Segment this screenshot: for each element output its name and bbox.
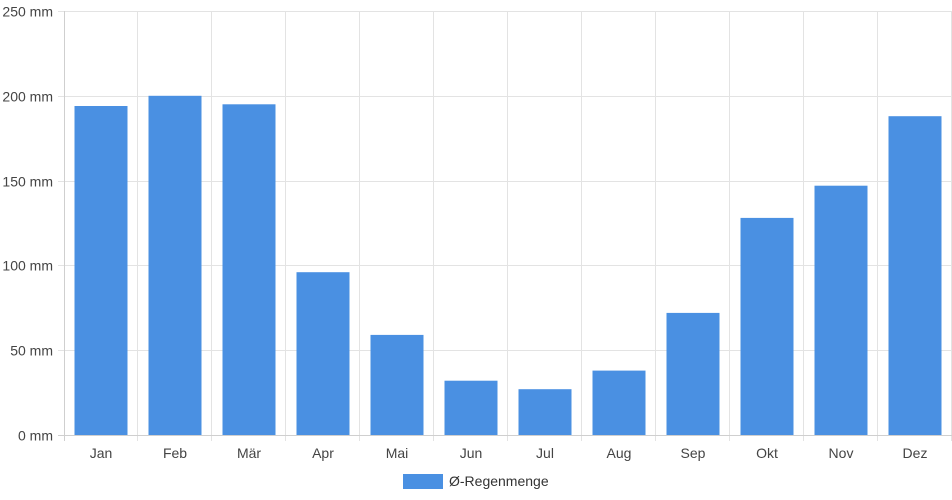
y-tick-label: 150 mm bbox=[2, 174, 53, 190]
bar-nov[interactable] bbox=[814, 185, 868, 435]
bar-apr[interactable] bbox=[296, 272, 350, 435]
bar-feb[interactable] bbox=[148, 95, 202, 436]
bar-mär[interactable] bbox=[222, 104, 276, 436]
bar-jun[interactable] bbox=[444, 380, 498, 435]
bar-aug[interactable] bbox=[592, 370, 646, 435]
x-tick-label: Sep bbox=[681, 445, 706, 461]
bar-sep[interactable] bbox=[666, 312, 720, 435]
y-axis-tick-labels: 0 mm 50 mm 100 mm 150 mm 200 mm 250 mm bbox=[2, 4, 53, 444]
x-tick-label: Feb bbox=[163, 445, 187, 461]
bar-jul[interactable] bbox=[518, 389, 572, 435]
bar-series bbox=[74, 95, 942, 436]
x-axis-tick-labels: Jan Feb Mär Apr Mai Jun Jul Aug Sep Okt Nov Dez bbox=[90, 445, 928, 461]
legend[interactable]: Ø-Regenmenge bbox=[403, 473, 549, 489]
x-tick-label: Nov bbox=[829, 445, 854, 461]
x-tick-label: Jan bbox=[90, 445, 113, 461]
x-tick-label: Mär bbox=[237, 445, 261, 461]
x-tick-label: Dez bbox=[903, 445, 928, 461]
y-tick-label: 250 mm bbox=[2, 4, 53, 20]
y-tick-label: 50 mm bbox=[10, 343, 53, 359]
bar-okt[interactable] bbox=[740, 217, 794, 435]
grid-lines bbox=[58, 11, 952, 441]
bar-dez[interactable] bbox=[888, 116, 942, 435]
x-tick-label: Aug bbox=[607, 445, 632, 461]
x-tick-label: Jul bbox=[536, 445, 554, 461]
legend-swatch[interactable] bbox=[403, 474, 443, 489]
legend-label[interactable]: Ø-Regenmenge bbox=[449, 473, 549, 489]
x-tick-label: Jun bbox=[460, 445, 483, 461]
y-tick-label: 200 mm bbox=[2, 89, 53, 105]
x-tick-label: Apr bbox=[312, 445, 334, 461]
bar-mai[interactable] bbox=[370, 334, 424, 435]
x-tick-label: Mai bbox=[386, 445, 409, 461]
axes bbox=[58, 11, 952, 441]
x-tick-label: Okt bbox=[756, 445, 778, 461]
y-tick-label: 0 mm bbox=[18, 428, 53, 444]
y-tick-label: 100 mm bbox=[2, 258, 53, 274]
bar-jan[interactable] bbox=[74, 106, 128, 435]
